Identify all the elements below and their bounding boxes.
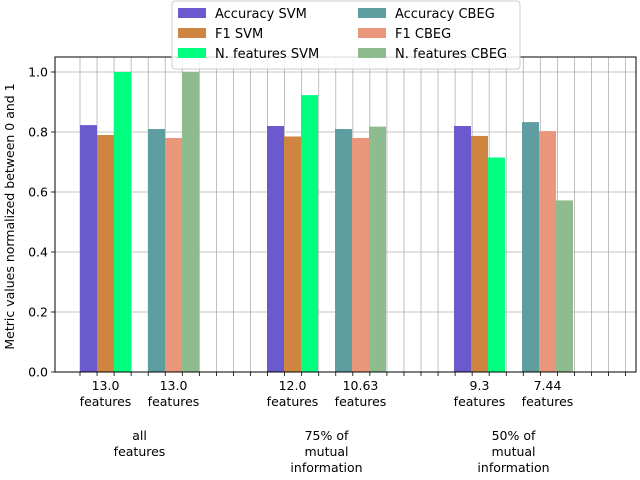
- legend-swatch: [358, 8, 386, 18]
- bar: [471, 135, 488, 372]
- legend-swatch: [358, 28, 386, 38]
- legend-box: [171, 0, 521, 70]
- legend-swatch: [358, 48, 386, 58]
- bar: [148, 129, 165, 372]
- x-tick-label: 12.0 features: [267, 378, 319, 409]
- bar: [267, 126, 284, 372]
- legend-swatch: [178, 48, 206, 58]
- y-tick-label: 0.8: [28, 125, 48, 140]
- legend-label: F1 SVM: [215, 27, 263, 42]
- y-tick-label: 0.2: [28, 305, 48, 320]
- bar: [539, 131, 556, 372]
- bar: [352, 138, 369, 372]
- bars: [80, 72, 573, 372]
- x-tick-label: 13.0 features: [80, 378, 132, 409]
- bar: [488, 157, 505, 372]
- bar: [522, 122, 539, 372]
- bar: [335, 129, 352, 372]
- bar: [114, 72, 131, 372]
- y-tick-label: 0.0: [28, 365, 48, 380]
- y-tick-label: 1.0: [28, 65, 48, 80]
- x-tick-label: 10.63 features: [335, 378, 387, 409]
- legend-label: N. features SVM: [215, 47, 319, 62]
- bar: [182, 72, 199, 372]
- y-tick-label: 0.6: [28, 185, 48, 200]
- bar: [97, 135, 114, 372]
- bar: [556, 200, 573, 372]
- y-tick-label: 0.4: [28, 245, 48, 260]
- legend-label: F1 CBEG: [395, 27, 451, 42]
- legend-label: N. features CBEG: [395, 47, 507, 62]
- legend-swatch: [178, 8, 206, 18]
- group-label: all features: [114, 428, 166, 459]
- y-axis-label: Metric values normalized between 0 and 1: [2, 83, 17, 349]
- legend: Accuracy SVM F1 SVM N. features SVM Accurac…: [171, 0, 521, 70]
- bar: [165, 138, 182, 372]
- x-tick-label: 9.3 features: [454, 378, 506, 409]
- group-label: 75% of mutual information: [290, 428, 362, 475]
- x-tick-label: 13.0 features: [148, 378, 200, 409]
- group-label: 50% of mutual information: [477, 428, 549, 475]
- legend-label: Accuracy CBEG: [395, 7, 495, 22]
- bar: [284, 136, 301, 372]
- bar: [80, 125, 97, 372]
- legend-label: Accuracy SVM: [215, 7, 307, 22]
- bar: [301, 95, 318, 372]
- bar: [369, 126, 386, 372]
- legend-swatch: [178, 28, 206, 38]
- bar: [454, 126, 471, 372]
- axes: 0.0 0.2 0.4 0.6 0.8 1.0 13.0 features 13.0 featur…: [28, 65, 626, 475]
- x-tick-label: 7.44 features: [522, 378, 574, 409]
